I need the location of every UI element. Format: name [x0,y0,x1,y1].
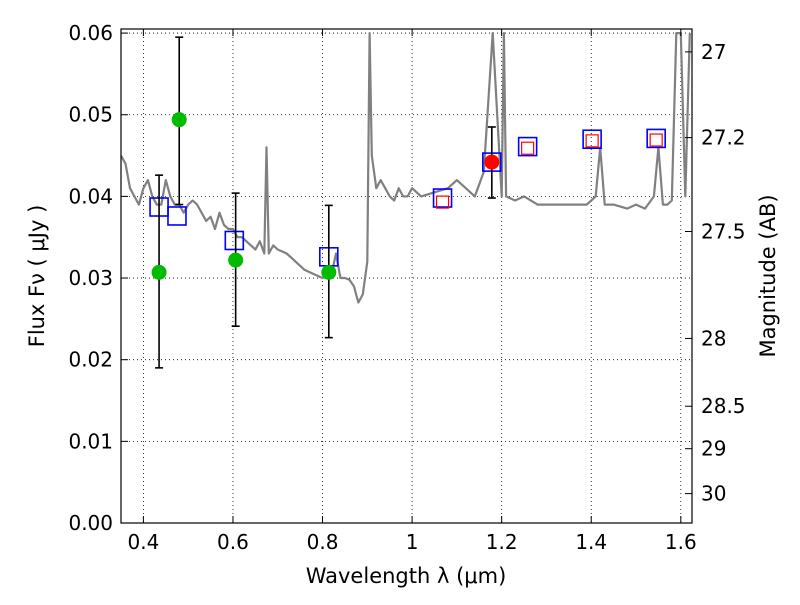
x-tick-label: 1.2 [486,530,518,554]
model-band-square [517,136,538,157]
y2-tick-label: 27.2 [701,126,746,150]
x-axis-title: Wavelength λ (μm) [306,564,507,588]
y-tick-label: 0.03 [68,266,113,290]
model-band-square [582,129,602,150]
y-tick-label: 0.02 [68,348,113,372]
y-tick-label: 0.04 [68,184,113,208]
x-tick-label: 1.4 [575,530,607,554]
optical-photometry-point [151,264,167,280]
ir-band-square [649,133,663,147]
ir-band-square [435,195,450,209]
x-tick-label: 1.6 [665,530,697,554]
y2-tick-label: 30 [701,482,726,506]
optical-photometry-point [321,264,337,280]
x-tick-label: 0.4 [127,530,159,554]
y2-tick-label: 29 [701,437,726,461]
optical-photometry-point [171,112,187,128]
x-tick-label: 0.8 [307,530,339,554]
x-tick-label: 1 [406,530,419,554]
ticks: 0.4 0.6 0.8 1 1.2 1.4 1.6 0.00 0.01 0.02 0.03 0.04 0… [68,21,745,554]
data-layer [121,31,691,369]
model-band-square [167,206,187,226]
nir-detection-point [484,154,500,170]
y-tick-label: 0.00 [68,511,113,535]
y-tick-label: 0.05 [68,103,113,127]
y2-tick-label: 28 [701,326,726,350]
model-band-square [646,128,666,149]
y2-tick-label: 27 [701,40,726,64]
grid [121,29,692,524]
y2-axis-title: Magnitude (AB) [756,194,780,357]
y-tick-label: 0.06 [68,21,113,45]
y2-tick-label: 28.5 [701,394,746,418]
model-band-square [432,188,453,208]
model-sed-line [121,31,691,304]
ir-band-square [521,141,535,155]
x-tick-label: 0.6 [217,530,249,554]
optical-photometry-point [228,252,244,268]
y-tick-label: 0.01 [68,429,113,453]
y2-tick-label: 27.5 [701,219,746,243]
plot-frame [120,28,693,524]
model-band-square [224,230,245,251]
ir-band-square [585,134,599,148]
y-axis-title: Flux Fν ( μJy ) [25,205,49,348]
